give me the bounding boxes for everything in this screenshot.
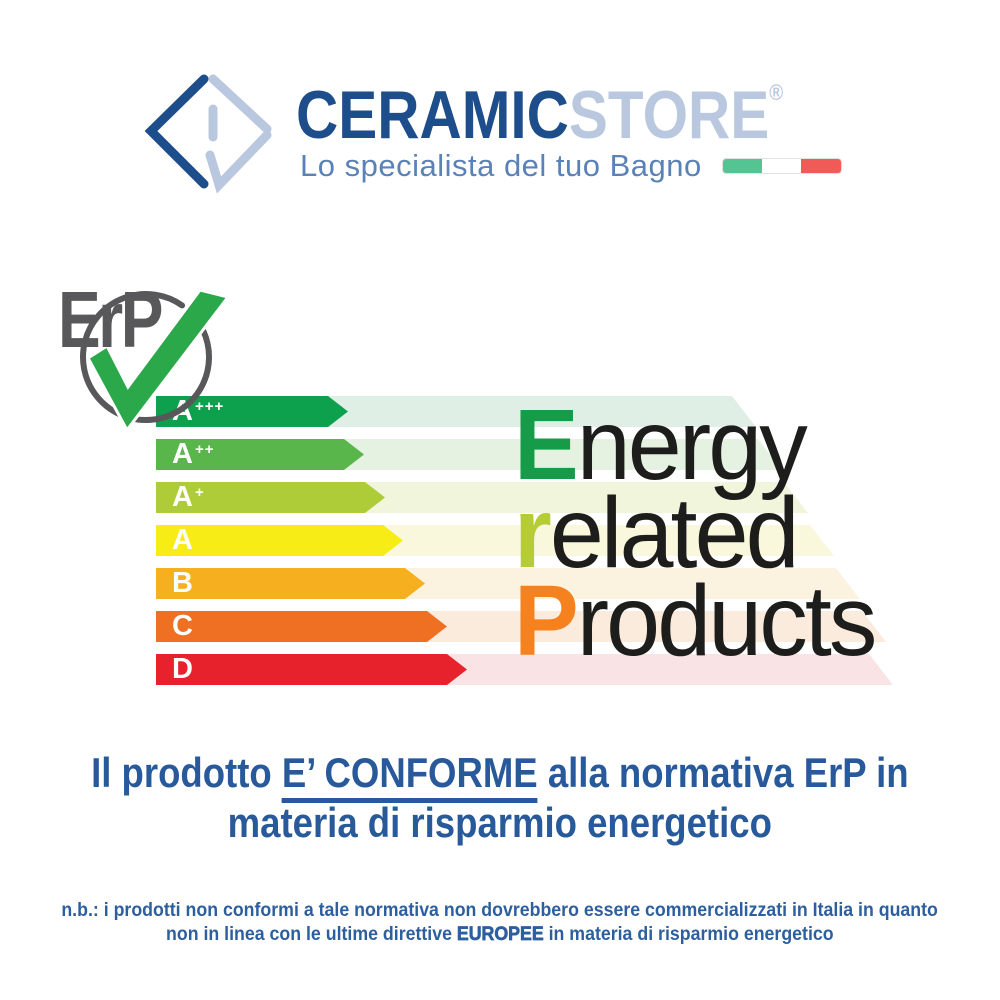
logo-s-top-stroke [208, 74, 272, 134]
flag-red-stripe [801, 159, 841, 173]
energy-rating-arrow-b: B [156, 568, 425, 599]
energy-wordmark-line3: Products [514, 571, 877, 671]
erp-circle-arc [80, 291, 212, 424]
erp-logo-text: ErP [58, 275, 163, 364]
energy-rating-arrow-a: A [156, 525, 403, 556]
energy-rest: nergy [576, 389, 808, 501]
brand-name-secondary: STORE [568, 77, 770, 153]
energy-wordmark-line2: related [514, 483, 800, 583]
ceramicstore-logo-icon [144, 74, 272, 194]
headline-line2: materia di risparmio energetico [227, 799, 773, 846]
headline-post: alla normativa ErP in [537, 749, 909, 796]
energy-initial-e: E [514, 389, 579, 501]
rating-label: A [172, 524, 193, 556]
footnote-pre: non in linea con le ultime direttive [166, 923, 458, 945]
footnote-europee: EUROPEE [457, 923, 544, 946]
erp-checkmark-icon [86, 288, 231, 433]
energy-rating-arrow-a-plus3: A +++ [156, 396, 348, 427]
energy-initial-r: r [514, 477, 552, 589]
registered-trademark-symbol: ® [769, 80, 784, 105]
headline-conforme: E’ CONFORME [281, 749, 538, 803]
tagline-row: Lo specialista del tuo Bagno [300, 148, 842, 184]
footnote-post: in materia di risparmio energetico [543, 923, 834, 945]
flag-white-stripe [762, 159, 802, 173]
energy-rating-arrow-a-plus: A + [156, 482, 385, 513]
footnote-line2: non in linea con le ultime direttive EUR… [0, 922, 1000, 946]
italian-flag-icon [721, 158, 842, 174]
energy-rating-arrow-a-plus2: A ++ [156, 439, 364, 470]
brand-name: CERAMICSTORE® [296, 76, 783, 154]
footnote-line1: n.b.: i prodotti non conformi a tale nor… [61, 899, 939, 921]
logo-s-arrow-stroke [205, 130, 272, 194]
logo-chevron-dark [144, 74, 209, 189]
erp-check-badge-icon [80, 288, 231, 433]
rating-label: B [172, 567, 193, 599]
rating-label: C [172, 610, 193, 642]
headline-line1: Il prodotto E’ CONFORME alla normativa E… [0, 749, 1000, 803]
energy-rest: roducts [576, 565, 878, 677]
energy-wordmark-line1: Energy [514, 395, 808, 495]
brand-name-primary: CERAMIC [296, 77, 569, 153]
headline-pre: Il prodotto [91, 749, 282, 796]
rating-label: D [172, 653, 193, 685]
energy-initial-p: P [514, 565, 579, 677]
flag-green-stripe [722, 159, 763, 173]
energy-rating-arrow-c: C [156, 611, 447, 642]
energy-rest: elated [549, 477, 800, 589]
energy-rating-arrow-d: D [156, 654, 467, 685]
brand-tagline: Lo specialista del tuo Bagno [300, 148, 702, 183]
rating-label: A + [172, 481, 205, 513]
rating-label: A ++ [172, 438, 215, 470]
